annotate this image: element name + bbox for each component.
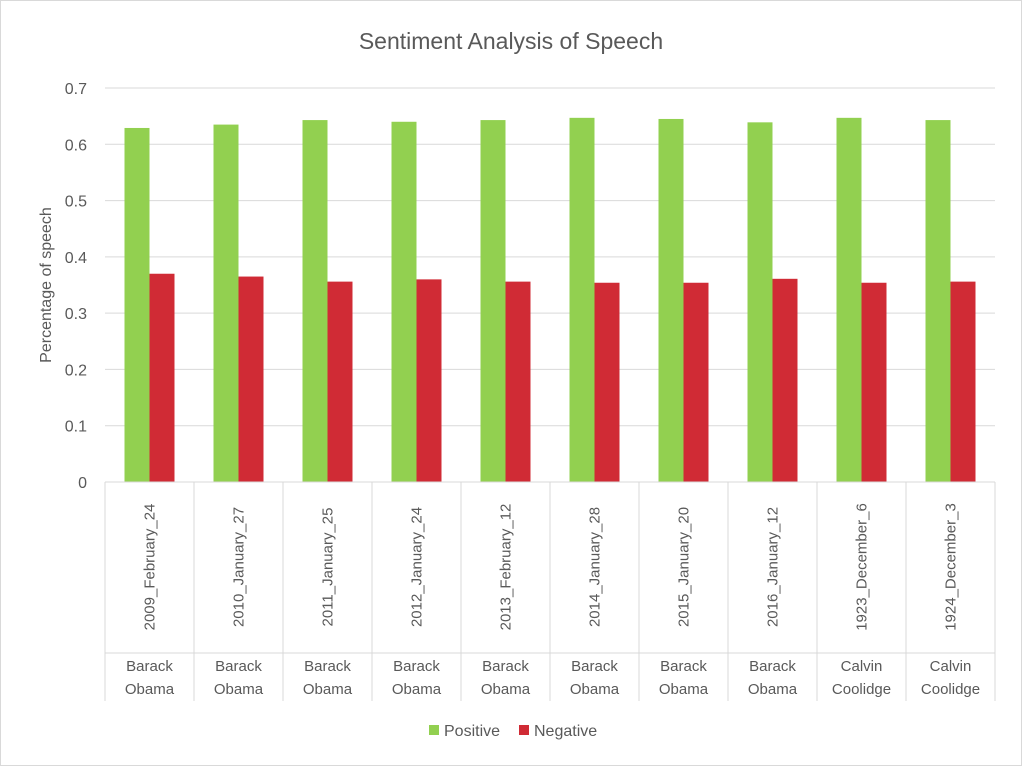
legend-label: Positive (444, 723, 500, 740)
x-tick-label: 1924_December_3 (943, 503, 960, 631)
x-tick-label: 2016_January_12 (765, 507, 782, 627)
x-tick-label: 2015_January_20 (676, 507, 693, 627)
y-tick-label: 0.2 (65, 362, 87, 379)
x-group-label: Barack (660, 658, 707, 675)
x-group-label: Obama (748, 681, 798, 698)
x-group-label: Barack (215, 658, 262, 675)
legend-swatch (519, 725, 529, 735)
bars (124, 117, 976, 483)
bar-positive (925, 120, 951, 482)
x-group-label: Obama (214, 681, 264, 698)
x-group-label: Barack (482, 658, 529, 675)
bar-negative (238, 276, 264, 482)
x-group-label: Barack (304, 658, 351, 675)
x-group-label: Obama (659, 681, 709, 698)
x-group-label: Coolidge (832, 681, 891, 698)
bar-negative (950, 281, 976, 482)
y-tick-label: 0.5 (65, 194, 87, 211)
bar-positive (213, 124, 239, 482)
y-tick-label: 0.7 (65, 81, 87, 98)
x-tick-label: 2012_January_24 (409, 507, 426, 627)
bar-negative (683, 282, 709, 482)
bar-positive (480, 120, 506, 482)
y-tick-label: 0.6 (65, 137, 87, 154)
x-group-label: Barack (393, 658, 440, 675)
bar-negative (505, 281, 531, 482)
bar-positive (836, 117, 862, 483)
x-tick-label: 2010_January_27 (231, 507, 248, 627)
bar-negative (327, 281, 353, 482)
y-tick-label: 0.1 (65, 419, 87, 436)
chart-title: Sentiment Analysis of Speech (359, 28, 663, 54)
x-group-label: Barack (571, 658, 618, 675)
bar-negative (149, 273, 175, 482)
y-tick-label: 0.4 (65, 250, 87, 267)
bar-negative (861, 282, 887, 482)
legend-swatch (429, 725, 439, 735)
bar-negative (416, 279, 442, 482)
bar-negative (772, 278, 798, 482)
x-tick-label: 1923_December_6 (854, 503, 871, 631)
bar-positive (302, 120, 328, 482)
x-group-label: Obama (481, 681, 531, 698)
bar-positive (658, 118, 684, 482)
x-group-label: Calvin (841, 658, 883, 675)
x-tick-label: 2009_February_24 (142, 504, 159, 631)
x-tick-label: 2013_February_12 (498, 504, 515, 631)
bar-positive (747, 122, 773, 482)
bar-positive (569, 117, 595, 483)
x-tick-label: 2014_January_28 (587, 507, 604, 627)
bar-negative (594, 282, 620, 482)
x-group-label: Obama (570, 681, 620, 698)
x-group-label: Obama (125, 681, 175, 698)
axes: 0 0.1 0.2 0.3 0.4 0.5 0.6 0.7 2009_February_24 Ba… (65, 81, 996, 701)
y-tick-label: 0 (78, 475, 87, 492)
legend-label: Negative (534, 723, 597, 740)
x-group-label: Barack (749, 658, 796, 675)
x-tick-label: 2011_January_25 (320, 508, 337, 627)
legend: Positive Negative (429, 723, 597, 740)
x-group-label: Barack (126, 658, 173, 675)
x-group-label: Obama (303, 681, 353, 698)
x-group-label: Coolidge (921, 681, 980, 698)
bar-positive (391, 121, 417, 483)
x-group-label: Obama (392, 681, 442, 698)
y-tick-label: 0.3 (65, 306, 87, 323)
bar-positive (124, 127, 150, 482)
y-axis-label: Percentage of speech (38, 207, 55, 363)
x-group-label: Calvin (930, 658, 972, 675)
